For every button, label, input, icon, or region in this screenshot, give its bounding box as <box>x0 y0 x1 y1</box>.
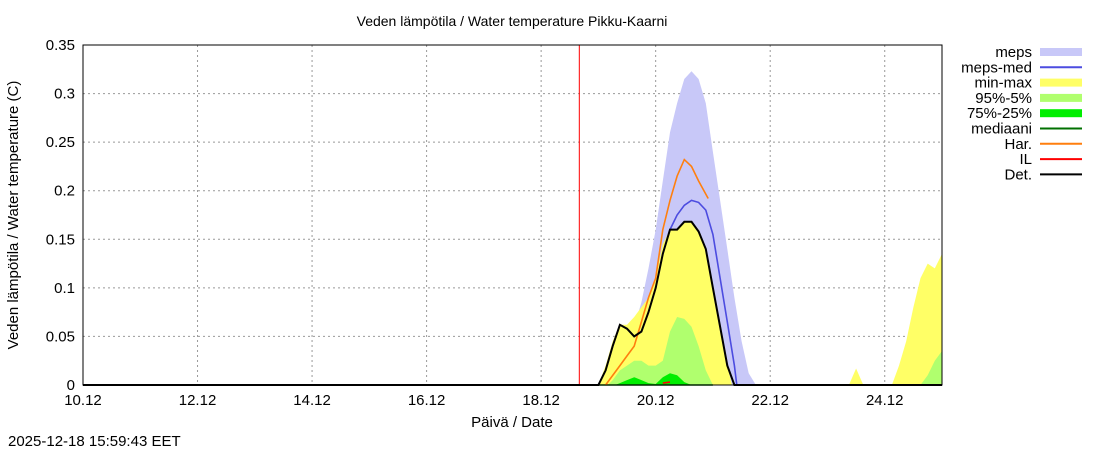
x-tick-label: 24.12 <box>866 392 904 409</box>
chart-title: Veden lämpötila / Water temperature Pikk… <box>357 13 668 29</box>
series-IL <box>662 381 671 384</box>
legend-label: Det. <box>1004 166 1032 183</box>
legend-label: min-max <box>974 75 1032 92</box>
legend-label: meps <box>995 44 1032 61</box>
legend-label: meps-med <box>961 59 1032 76</box>
x-tick-label: 14.12 <box>293 392 331 409</box>
x-tick-label: 12.12 <box>179 392 217 409</box>
series-mepsmed <box>669 199 738 386</box>
legend-swatch <box>1040 78 1082 87</box>
series-Det <box>83 220 942 386</box>
legend-label: IL <box>1019 151 1032 168</box>
legend-swatch <box>1040 93 1082 102</box>
x-tick-label: 10.12 <box>64 392 102 409</box>
legend-swatch <box>1040 48 1082 56</box>
series-lines <box>83 45 942 386</box>
band-minmax <box>891 253 942 385</box>
y-tick-label: 0.15 <box>46 231 75 248</box>
y-axis-label: Veden lämpötila / Water temperature (C) <box>5 81 22 350</box>
legend-swatch <box>1040 109 1082 118</box>
band-955 <box>607 317 713 385</box>
grid <box>83 45 942 385</box>
y-tick-label: 0.35 <box>46 37 75 54</box>
bands <box>598 71 942 385</box>
y-tick-label: 0.05 <box>46 328 75 345</box>
x-axis-label: Päivä / Date <box>471 414 553 431</box>
footer-timestamp: 2025-12-18 15:59:43 EET <box>8 433 181 450</box>
band-minmax <box>848 368 864 385</box>
legend-label: 75%-25% <box>967 105 1032 122</box>
y-tick-label: 0.1 <box>54 280 75 297</box>
y-tick-label: 0.2 <box>54 183 75 200</box>
band-7525 <box>615 373 692 385</box>
band-955 <box>920 351 942 385</box>
legend: mepsmeps-medmin-max95%-5%75%-25%mediaani… <box>961 44 1082 183</box>
series-Har <box>604 158 709 386</box>
plot-frame <box>82 44 943 386</box>
legend-label: 95%-5% <box>975 90 1032 107</box>
y-tick-label: 0.25 <box>46 134 75 151</box>
x-tick-label: 20.12 <box>637 392 675 409</box>
y-tick-label: 0 <box>67 377 75 394</box>
legend-label: Har. <box>1004 136 1032 153</box>
y-tick-label: 0.3 <box>54 86 75 103</box>
ticks: 0 0.05 0.1 0.15 0.2 0.25 0.3 0.35 10.12 12.12 14.1… <box>46 37 904 409</box>
legend-label: mediaani <box>971 121 1032 138</box>
band-minmax <box>598 221 733 385</box>
x-tick-label: 18.12 <box>522 392 560 409</box>
x-tick-label: 16.12 <box>408 392 446 409</box>
x-tick-label: 22.12 <box>751 392 789 409</box>
